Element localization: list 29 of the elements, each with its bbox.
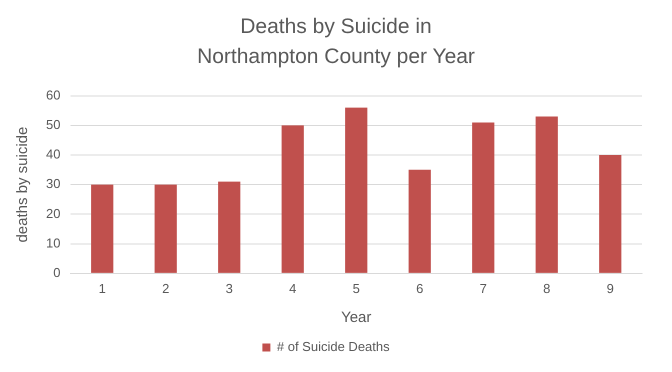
bar (408, 170, 431, 273)
bar (345, 108, 368, 273)
bar (536, 116, 558, 273)
y-tick-label: 10 (46, 235, 60, 250)
y-tick-label: 40 (46, 146, 60, 162)
x-tick-label: 1 (98, 280, 106, 296)
x-axis-title: Year (341, 309, 372, 326)
x-tick-label: 4 (289, 280, 296, 296)
bar (218, 182, 240, 273)
x-tick-label: 3 (226, 280, 233, 296)
bar (472, 122, 494, 273)
x-tick-label: 8 (543, 280, 550, 296)
legend-label: # of Suicide Deaths (276, 339, 390, 354)
x-tick-label: 9 (606, 280, 614, 296)
x-tick-label: 7 (480, 280, 487, 296)
chart-title: Deaths by Suicide in Northampton County per Year (196, 14, 476, 70)
x-tick-label: 5 (352, 280, 360, 296)
y-tick-label: 60 (46, 87, 60, 102)
x-tick-label: 2 (162, 280, 170, 296)
bar (282, 125, 304, 273)
y-tick-label: 20 (46, 206, 60, 221)
bar (154, 184, 177, 273)
y-tick-label: 30 (46, 176, 60, 192)
x-tick-label: 6 (416, 280, 424, 296)
y-tick-label: 50 (46, 116, 60, 132)
bar (599, 155, 622, 273)
y-tick-label: 0 (53, 264, 60, 280)
bar (91, 184, 114, 273)
y-axis-title: deaths by suicide (14, 126, 32, 243)
